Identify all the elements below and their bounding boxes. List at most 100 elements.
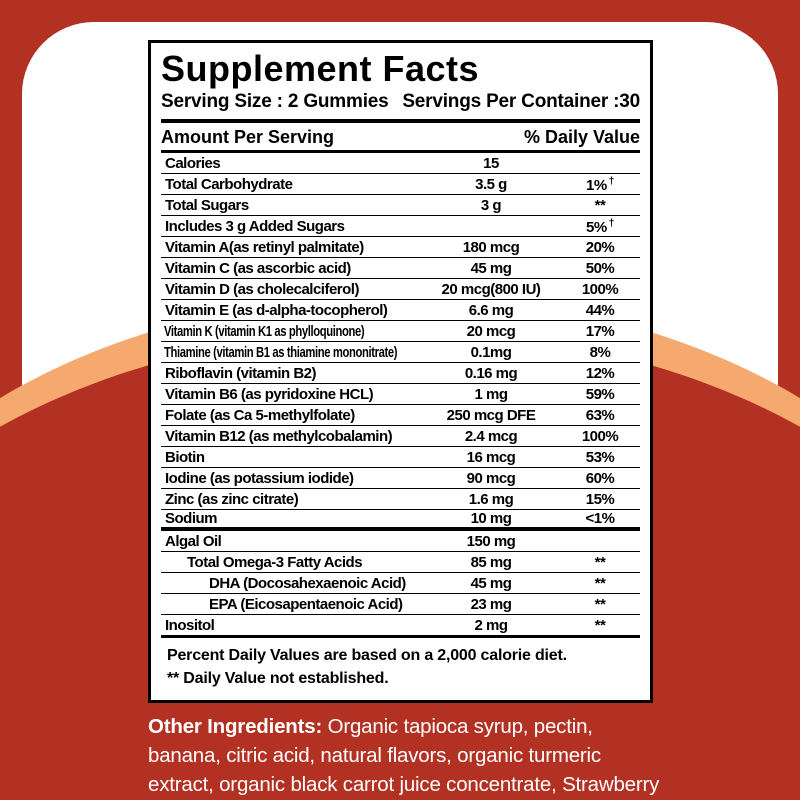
nutrient-name: Calories bbox=[165, 154, 221, 172]
nutrient-name: Total Omega-3 Fatty Acids bbox=[187, 553, 363, 571]
nutrient-name: Algal Oil bbox=[165, 532, 222, 550]
other-ingredients: Other Ingredients: Organic tapioca syrup… bbox=[148, 712, 660, 800]
nutrient-name: Vitamin A(as retinyl palmitate) bbox=[165, 238, 364, 256]
nutrient-name: DHA (Docosahexaenoic Acid) bbox=[209, 574, 406, 592]
table-row: Total Sugars 3 g ** bbox=[161, 195, 640, 216]
nutrient-daily-value: 44% bbox=[585, 301, 615, 319]
nutrient-daily-value: <1% bbox=[585, 510, 615, 527]
nutrient-name: Zinc (as zinc citrate) bbox=[165, 490, 299, 508]
nutrient-amount: 10 mg bbox=[470, 510, 512, 527]
nutrient-name: EPA (Eicosapentaenoic Acid) bbox=[209, 595, 403, 613]
nutrient-name: Inositol bbox=[165, 616, 215, 634]
nutrient-daily-value: ** bbox=[594, 553, 606, 571]
nutrient-daily-value: 1% † bbox=[585, 174, 615, 194]
nutrient-name: Sodium bbox=[165, 510, 218, 527]
nutrient-amount: 20 mcg bbox=[466, 322, 516, 340]
nutrient-amount: 85 mg bbox=[470, 553, 512, 571]
nutrient-amount: 0.16 mg bbox=[464, 364, 518, 382]
table-row: Vitamin E (as d-alpha-tocopherol) 6.6 mg… bbox=[161, 300, 640, 321]
nutrient-name: Vitamin B12 (as methylcobalamin) bbox=[165, 427, 393, 445]
table-row: Vitamin A(as retinyl palmitate) 180 mcg … bbox=[161, 237, 640, 258]
nutrient-name: Riboflavin (vitamin B2) bbox=[165, 364, 317, 382]
nutrient-amount: 23 mg bbox=[470, 595, 512, 613]
nutrient-daily-value: 8% bbox=[589, 343, 611, 361]
table-row: EPA (Eicosapentaenoic Acid) 23 mg ** bbox=[161, 594, 640, 615]
nutrient-amount: 16 mcg bbox=[466, 448, 516, 466]
nutrient-daily-value: 20% bbox=[585, 238, 615, 256]
nutrient-daily-value: ** bbox=[594, 574, 606, 592]
table-row: Vitamin C (as ascorbic acid) 45 mg 50% bbox=[161, 258, 640, 279]
footnote-not-established: ** Daily Value not established. bbox=[167, 670, 389, 687]
table-row: Sodium 10 mg <1% bbox=[161, 510, 640, 531]
table-row: Algal Oil 150 mg bbox=[161, 531, 640, 552]
nutrient-daily-value: 63% bbox=[585, 406, 615, 424]
nutrient-amount: 45 mg bbox=[470, 574, 512, 592]
nutrient-daily-value: 100% bbox=[581, 427, 619, 445]
nutrient-amount: 45 mg bbox=[470, 259, 512, 277]
nutrient-name: Vitamin E (as d-alpha-tocopherol) bbox=[165, 301, 388, 319]
nutrient-daily-value: 100% bbox=[581, 280, 619, 298]
table-column-header: Amount Per Serving % Daily Value bbox=[161, 123, 640, 153]
table-row: Inositol 2 mg ** bbox=[161, 615, 640, 636]
table-row: Riboflavin (vitamin B2) 0.16 mg 12% bbox=[161, 363, 640, 384]
nutrient-name: Includes 3 g Added Sugars bbox=[165, 217, 345, 235]
nutrient-daily-value: 17% bbox=[585, 322, 615, 340]
serving-size: Serving Size : 2 Gummies bbox=[161, 91, 389, 112]
nutrient-amount: 3.5 g bbox=[475, 175, 507, 193]
footnotes: Percent Daily Values are based on a 2,00… bbox=[161, 635, 640, 690]
nutrient-daily-value: 15% bbox=[585, 490, 615, 508]
nutrient-daily-value: 12% bbox=[585, 364, 615, 382]
nutrient-amount: 1.6 mg bbox=[468, 490, 514, 508]
nutrient-name: Iodine (as potassium iodide) bbox=[165, 469, 354, 487]
table-row: DHA (Docosahexaenoic Acid) 45 mg ** bbox=[161, 573, 640, 594]
nutrient-amount: 20 mcg(800 IU) bbox=[441, 280, 541, 298]
table-row: Vitamin K (vitamin K1 as phylloquinone) … bbox=[161, 321, 640, 342]
nutrient-name: Vitamin B6 (as pyridoxine HCL) bbox=[165, 385, 374, 403]
nutrient-daily-value: ** bbox=[594, 616, 606, 634]
nutrient-daily-value: 5% † bbox=[585, 216, 615, 236]
nutrient-daily-value: 60% bbox=[585, 469, 615, 487]
nutrient-amount: 250 mcg DFE bbox=[446, 406, 536, 424]
table-row: Biotin 16 mcg 53% bbox=[161, 447, 640, 468]
nutrient-daily-value: 53% bbox=[585, 448, 615, 466]
table-row: Total Carbohydrate 3.5 g 1% † bbox=[161, 174, 640, 195]
nutrient-name: Total Sugars bbox=[165, 196, 249, 214]
nutrient-amount: 15 bbox=[483, 154, 499, 172]
nutrient-amount: 180 mcg bbox=[462, 238, 520, 256]
table-row: Total Omega-3 Fatty Acids 85 mg ** bbox=[161, 552, 640, 573]
nutrient-name: Vitamin C (as ascorbic acid) bbox=[165, 259, 351, 277]
nutrient-name: Vitamin K (vitamin K1 as phylloquinone) bbox=[164, 322, 365, 340]
table-row: Includes 3 g Added Sugars 5% † bbox=[161, 216, 640, 237]
facts-rows: Calories 15 Total Carbohydrate 3.5 g 1% †… bbox=[161, 153, 640, 636]
nutrient-daily-value: 50% bbox=[585, 259, 615, 277]
supplement-facts-panel: Supplement Facts Serving Size : 2 Gummie… bbox=[148, 40, 653, 703]
table-row: Thiamine (vitamin B1 as thiamine mononit… bbox=[161, 342, 640, 363]
footnote-daily-values: Percent Daily Values are based on a 2,00… bbox=[167, 647, 567, 664]
table-row: Calories 15 bbox=[161, 153, 640, 174]
other-ingredients-label: Other Ingredients: bbox=[148, 715, 323, 738]
nutrient-name: Folate (as Ca 5-methylfolate) bbox=[165, 406, 355, 424]
table-row: Vitamin B12 (as methylcobalamin) 2.4 mcg… bbox=[161, 426, 640, 447]
panel-title: Supplement Facts bbox=[161, 48, 480, 89]
other-ingredients-text: Organic tapioca syrup, pectin, banana, c… bbox=[148, 715, 660, 796]
nutrient-amount: 0.1mg bbox=[470, 343, 512, 361]
nutrient-daily-value: ** bbox=[594, 196, 606, 214]
column-amount-per-serving: Amount Per Serving bbox=[161, 126, 335, 147]
nutrient-amount: 150 mg bbox=[466, 532, 516, 550]
nutrient-name: Thiamine (vitamin B1 as thiamine mononit… bbox=[164, 343, 398, 361]
column-daily-value: % Daily Value bbox=[523, 126, 640, 147]
table-row: Zinc (as zinc citrate) 1.6 mg 15% bbox=[161, 489, 640, 510]
nutrient-amount: 2 mg bbox=[474, 616, 508, 634]
table-row: Vitamin B6 (as pyridoxine HCL) 1 mg 59% bbox=[161, 384, 640, 405]
nutrient-name: Biotin bbox=[165, 448, 205, 466]
servings-per-container: Servings Per Container :30 bbox=[402, 91, 640, 112]
nutrient-daily-value: 59% bbox=[585, 385, 615, 403]
table-row: Iodine (as potassium iodide) 90 mcg 60% bbox=[161, 468, 640, 489]
nutrient-amount: 3 g bbox=[480, 196, 502, 214]
nutrient-amount: 1 mg bbox=[474, 385, 508, 403]
nutrient-amount: 90 mcg bbox=[466, 469, 516, 487]
nutrient-amount: 2.4 mcg bbox=[464, 427, 518, 445]
nutrient-name: Total Carbohydrate bbox=[165, 175, 293, 193]
nutrient-daily-value: ** bbox=[594, 595, 606, 613]
